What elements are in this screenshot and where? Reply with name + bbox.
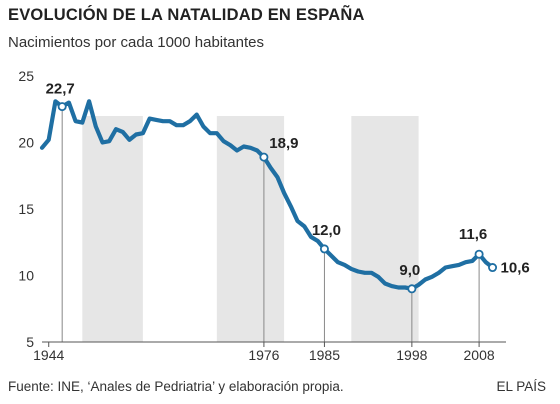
shaded-period: [82, 116, 143, 342]
data-label: 11,6: [459, 226, 487, 243]
data-marker: [407, 284, 417, 294]
data-marker: [57, 102, 67, 112]
x-tick-label: 1976: [248, 347, 279, 363]
data-label: 10,6: [501, 260, 530, 277]
data-marker: [474, 249, 484, 259]
y-tick-label: 25: [18, 68, 34, 84]
data-marker: [488, 263, 498, 273]
data-marker: [319, 244, 329, 254]
x-tick-label: 1998: [396, 347, 427, 363]
data-label: 18,9: [269, 135, 298, 152]
shaded-periods: [82, 116, 419, 342]
data-marker: [259, 152, 269, 162]
data-markers: [57, 102, 498, 294]
y-tick-label: 5: [26, 334, 34, 350]
series-line: [39, 99, 495, 291]
data-label: 22,7: [46, 81, 75, 98]
shaded-period: [216, 116, 285, 342]
data-label: 12,0: [312, 222, 341, 239]
x-axis-ticks: 1944 1976 1985 1998 2008: [33, 342, 495, 363]
y-tick-label: 15: [18, 201, 34, 217]
y-axis-ticks: 5 10 15 20 25: [18, 68, 34, 350]
chart-subtitle: Nacimientos por cada 1000 habitantes: [8, 34, 264, 51]
data-labels: 22,7 18,9 12,0 9,0 11,6 10,6: [46, 81, 530, 279]
x-tick-label: 1944: [33, 347, 64, 363]
data-label: 9,0: [399, 262, 420, 279]
x-tick-label: 2008: [464, 347, 495, 363]
data-drop-lines: [61, 106, 480, 342]
y-tick-label: 10: [18, 268, 34, 284]
brand-label: EL PAÍS: [496, 379, 546, 394]
y-tick-label: 20: [18, 135, 34, 151]
chart-title: EVOLUCIÓN DE LA NATALIDAD EN ESPAÑA: [8, 6, 365, 24]
shaded-period: [351, 116, 419, 342]
x-tick-label: 1985: [309, 347, 340, 363]
source-note: Fuente: INE, ‘Anales de Pedriatria’ y el…: [8, 379, 344, 394]
